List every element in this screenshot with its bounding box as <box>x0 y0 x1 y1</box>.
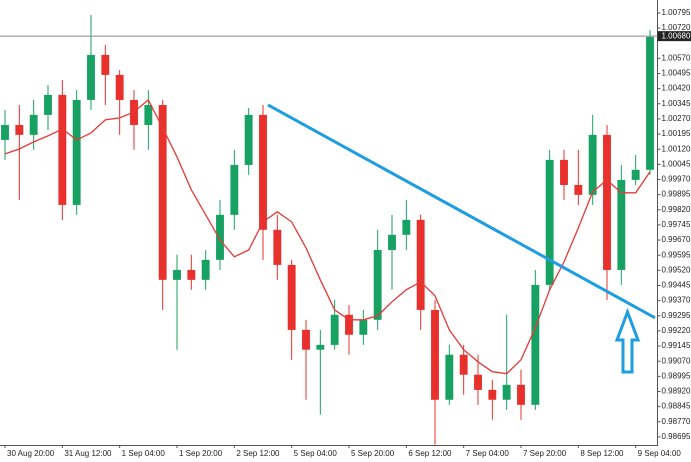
x-tick-label: 1 Sep 20:00 <box>179 449 223 458</box>
y-tick-label: 1.00495 <box>662 69 691 78</box>
x-tick-label: 9 Sep 04:00 <box>638 449 682 458</box>
y-tick-label: 0.99295 <box>662 311 691 320</box>
y-tick-label: 0.99220 <box>662 326 691 335</box>
candle-body <box>144 104 153 125</box>
x-tick-label: 2 Sep 12:00 <box>236 449 280 458</box>
candle-body <box>402 219 411 235</box>
candle-body <box>72 99 81 205</box>
candle-body <box>488 389 497 400</box>
candle-body <box>574 184 583 195</box>
candle-body <box>545 159 554 285</box>
x-tick-label: 5 Sep 20:00 <box>351 449 395 458</box>
candle-body <box>474 374 482 390</box>
candle-body <box>316 344 325 350</box>
candle-body <box>173 269 181 280</box>
x-tick-label: 7 Sep 04:00 <box>466 449 510 458</box>
y-tick-label: 0.99070 <box>662 356 691 365</box>
candle-body <box>216 214 224 260</box>
candle-body <box>603 134 611 270</box>
current-price-box <box>657 31 691 42</box>
x-tick-label: 8 Sep 12:00 <box>580 449 624 458</box>
x-tick-label: 1 Sep 04:00 <box>122 449 166 458</box>
trend-line <box>267 103 656 320</box>
x-tick-label: 7 Sep 20:00 <box>523 449 567 458</box>
candle-body <box>101 54 110 75</box>
candle-body <box>531 284 540 405</box>
y-tick-label: 0.99595 <box>662 250 691 259</box>
candle-body <box>15 124 24 135</box>
y-tick-label: 0.99745 <box>662 220 691 229</box>
candle-body <box>431 309 439 400</box>
candle-body <box>29 114 38 135</box>
candle-body <box>58 94 67 205</box>
y-tick-label: 0.99970 <box>662 175 691 184</box>
y-tick-label: 1.00120 <box>662 144 691 153</box>
candle-body <box>445 354 454 400</box>
candle-body <box>1 124 9 140</box>
y-tick-label: 0.98845 <box>662 402 691 411</box>
y-tick-label: 0.99145 <box>662 341 691 350</box>
y-tick-label: 1.00720 <box>662 23 691 32</box>
y-tick-label: 1.00270 <box>662 114 691 123</box>
candle-body <box>373 249 382 320</box>
candle-body <box>302 329 310 350</box>
candle-body <box>459 354 468 375</box>
candle-body <box>345 314 353 335</box>
y-tick-label: 0.99820 <box>662 205 691 214</box>
candle-body <box>359 319 368 335</box>
candle-body <box>187 269 196 280</box>
y-tick-label: 0.99370 <box>662 296 691 305</box>
candle-body <box>388 234 396 250</box>
candle-body <box>330 314 339 345</box>
candle-body <box>646 36 654 170</box>
candle-body <box>201 259 210 280</box>
y-tick-label: 0.99670 <box>662 235 691 244</box>
candle-body <box>416 219 425 310</box>
candle-body <box>158 104 167 280</box>
candle-body <box>560 159 568 185</box>
candle-body <box>230 164 239 215</box>
x-tick-label: 6 Sep 12:00 <box>408 449 452 458</box>
candle-body <box>617 179 626 270</box>
moving-average <box>4 98 651 375</box>
y-tick-label: 1.00420 <box>662 84 691 93</box>
y-tick-label: 0.98995 <box>662 371 691 380</box>
candle-body <box>44 94 52 115</box>
candle-body <box>273 229 282 265</box>
y-tick-label: 1.00570 <box>662 53 691 62</box>
candle-body <box>588 134 597 195</box>
candle-body <box>259 114 267 230</box>
y-tick-label: 0.98695 <box>662 432 691 441</box>
candle-body <box>502 384 511 400</box>
candle-body <box>115 74 124 100</box>
x-tick-label: 5 Sep 04:00 <box>294 449 338 458</box>
candle-body <box>517 384 525 405</box>
x-tick-label: 31 Aug 12:00 <box>64 449 112 458</box>
candle-body <box>287 264 296 330</box>
candle-body <box>87 54 95 100</box>
y-tick-label: 0.98770 <box>662 417 691 426</box>
y-tick-label: 0.99895 <box>662 190 691 199</box>
y-tick-label: 0.99445 <box>662 281 691 290</box>
candle-body <box>244 114 253 165</box>
current-price-label: 1.00680 <box>662 31 691 40</box>
y-tick-label: 1.00195 <box>662 129 691 138</box>
arrow-annotation <box>614 307 641 374</box>
plot <box>0 14 658 445</box>
y-tick-label: 0.99520 <box>662 265 691 274</box>
y-tick-label: 1.00795 <box>662 8 691 17</box>
y-tick-label: 0.98920 <box>662 387 691 396</box>
x-tick-label: 30 Aug 20:00 <box>7 449 55 458</box>
y-tick-label: 1.00045 <box>662 159 691 168</box>
y-tick-label: 1.00345 <box>662 99 691 108</box>
candle-body <box>631 169 640 180</box>
